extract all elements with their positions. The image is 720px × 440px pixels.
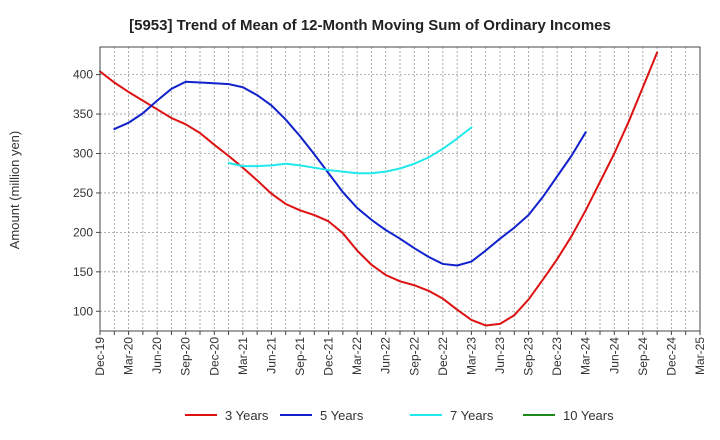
y-tick-label: 200 — [73, 225, 93, 239]
x-tick-label: Sep-24 — [636, 337, 650, 376]
legend: 3 Years 5 Years 7 Years 10 Years — [185, 408, 614, 423]
series-line-7-years — [227, 126, 473, 175]
x-tick-label: Sep-20 — [179, 337, 193, 376]
x-tick-label: Sep-21 — [293, 337, 307, 376]
series-line-5-years — [113, 80, 587, 267]
x-tick-label: Jun-23 — [493, 337, 507, 374]
y-tick-label: 350 — [73, 107, 93, 121]
legend-label-10-years: 10 Years — [563, 408, 614, 423]
grid — [100, 47, 700, 331]
y-tick-label: 150 — [73, 265, 93, 279]
x-tick-label: Sep-22 — [407, 337, 421, 376]
chart-title: [5953] Trend of Mean of 12-Month Moving … — [129, 17, 611, 34]
x-tick-label: Sep-23 — [522, 337, 536, 376]
series-layer — [99, 51, 659, 327]
x-tick-label: Dec-20 — [207, 337, 221, 376]
x-tick-label: Dec-22 — [436, 337, 450, 376]
x-tick-label: Mar-24 — [579, 337, 593, 375]
y-axis-ticks: 100 150 200 250 300 350 400 — [73, 68, 100, 318]
legend-label-3-years: 3 Years — [225, 408, 269, 423]
x-tick-label: Jun-20 — [150, 337, 164, 374]
x-tick-label: Jun-21 — [264, 337, 278, 374]
x-axis-ticks: Dec-19 Mar-20 Jun-20 Sep-20 Dec-20 Mar-21 Jun-… — [93, 331, 707, 376]
legend-label-7-years: 7 Years — [450, 408, 494, 423]
y-tick-label: 100 — [73, 304, 93, 318]
x-tick-label: Mar-22 — [350, 337, 364, 375]
series-line-3-years — [99, 51, 659, 327]
legend-label-5-years: 5 Years — [320, 408, 364, 423]
x-tick-label: Mar-25 — [693, 337, 707, 375]
x-tick-label: Mar-23 — [464, 337, 478, 375]
x-tick-label: Mar-21 — [236, 337, 250, 375]
x-tick-label: Jun-22 — [379, 337, 393, 374]
x-tick-label: Dec-21 — [322, 337, 336, 376]
y-tick-label: 250 — [73, 186, 93, 200]
x-tick-label: Jun-24 — [607, 337, 621, 374]
y-tick-label: 300 — [73, 147, 93, 161]
y-axis-label: Amount (million yen) — [7, 131, 22, 250]
x-tick-label: Dec-19 — [93, 337, 107, 376]
x-tick-label: Mar-20 — [122, 337, 136, 375]
x-tick-label: Dec-24 — [664, 337, 678, 376]
y-tick-label: 400 — [73, 68, 93, 82]
x-tick-label: Dec-23 — [550, 337, 564, 376]
